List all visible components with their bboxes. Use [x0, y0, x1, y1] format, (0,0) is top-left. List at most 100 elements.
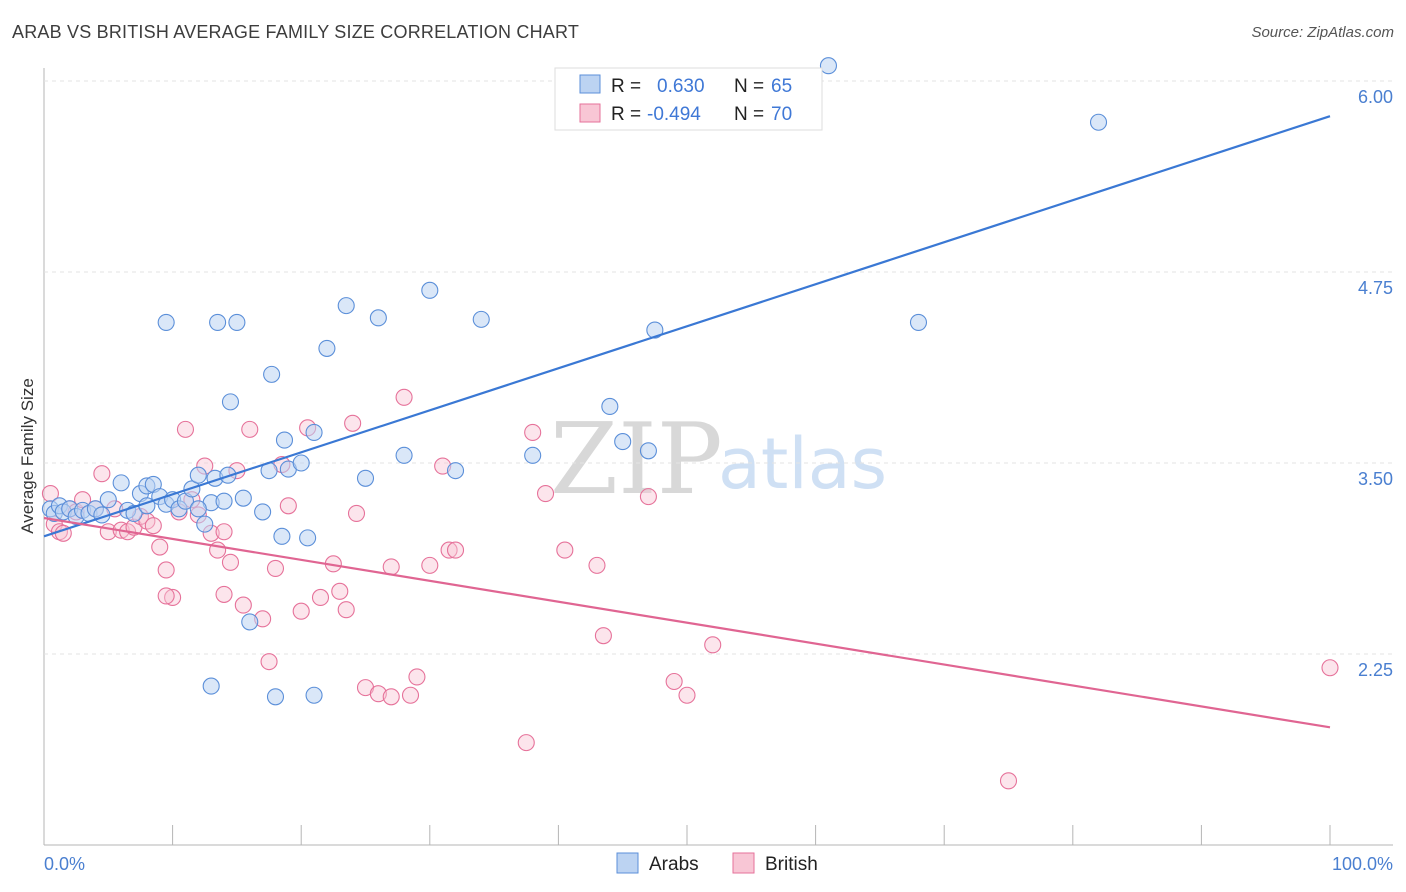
british-point — [536, 485, 555, 503]
arabs-point — [196, 515, 214, 533]
arabs-point — [421, 281, 439, 299]
arabs-point — [241, 613, 259, 631]
british-point — [517, 734, 535, 752]
british-point — [588, 556, 606, 574]
arabs-point — [446, 462, 465, 480]
arabs-point — [189, 466, 207, 484]
legend-r-label-arabs: R = — [611, 76, 641, 97]
arabs-point — [125, 504, 143, 522]
british-point — [311, 588, 330, 607]
arabs-point — [369, 309, 387, 327]
chart-title: ARAB VS BRITISH AVERAGE FAMILY SIZE CORR… — [12, 22, 580, 42]
british-point — [401, 686, 420, 704]
british-point — [337, 601, 355, 619]
british-point — [151, 538, 169, 556]
bottom-legend: Arabs British — [616, 852, 818, 875]
british-point — [164, 588, 182, 607]
arabs-point — [234, 489, 252, 507]
arabs-point — [215, 492, 233, 510]
arabs-point — [1089, 113, 1108, 131]
arabs-point — [646, 321, 664, 339]
british-point — [344, 414, 362, 432]
british-point — [421, 556, 439, 574]
british-point — [241, 420, 259, 438]
british-point — [639, 488, 657, 506]
legend-r-value-arabs: 0.630 — [657, 76, 705, 97]
british-point — [93, 465, 111, 483]
arabs-point — [305, 686, 323, 704]
arabs-point — [263, 365, 281, 383]
x-tick-label-max: 100.0% — [1332, 854, 1393, 874]
british-point — [260, 653, 278, 671]
arabs-point — [356, 469, 375, 487]
arabs-point — [639, 442, 657, 460]
arabs-point — [221, 393, 240, 411]
british-point — [446, 541, 465, 559]
british-point — [369, 685, 387, 703]
arabs-point — [273, 527, 291, 545]
british-point — [382, 688, 400, 706]
bottom-legend-label-arabs: Arabs — [649, 854, 699, 875]
legend-n-label-arabs: N = — [734, 76, 764, 97]
y-tick-label: 6.00 — [1358, 87, 1393, 107]
arabs-point — [524, 446, 542, 464]
y-tick-label: 3.50 — [1358, 469, 1393, 489]
british-point — [524, 423, 542, 441]
arabs-point — [209, 313, 227, 331]
arabs-point — [157, 313, 175, 331]
british-point — [215, 523, 233, 541]
british-point — [678, 686, 696, 704]
arabs-point — [472, 310, 490, 328]
arabs-point — [292, 454, 310, 472]
arabs-point — [228, 313, 246, 331]
british-point — [556, 541, 574, 559]
arabs-point — [305, 423, 323, 441]
arabs-point — [266, 688, 285, 706]
british-point — [157, 561, 175, 579]
british-point — [704, 636, 722, 654]
legend-swatch-arabs — [579, 74, 601, 94]
arabs-point — [99, 491, 117, 509]
british-point — [408, 668, 426, 686]
british-point — [1321, 659, 1339, 677]
y-tick-labels: 2.25 3.50 4.75 6.00 — [1358, 87, 1393, 680]
british-point — [331, 582, 349, 600]
british-point — [279, 497, 297, 515]
arabs-point — [275, 431, 294, 449]
legend-n-value-arabs: 65 — [771, 76, 792, 97]
x-ticks — [43, 825, 1331, 845]
british-point — [221, 553, 240, 571]
arabs-point — [614, 433, 632, 451]
legend-r-label-british: R = — [611, 104, 641, 125]
arabs-point — [189, 500, 207, 518]
legend-swatch-british — [579, 103, 601, 123]
british-point — [215, 585, 233, 603]
y-tick-label: 2.25 — [1358, 660, 1393, 680]
y-tick-label: 4.75 — [1358, 278, 1393, 298]
arabs-point — [337, 297, 355, 315]
arabs-point — [909, 313, 928, 331]
bottom-legend-label-british: British — [765, 854, 818, 875]
british-point — [157, 587, 175, 605]
british-point — [440, 541, 458, 559]
arabs-point — [254, 503, 272, 521]
bottom-legend-swatch-arabs — [616, 852, 639, 874]
british-point — [665, 672, 683, 691]
source-label: Source: ZipAtlas.com — [1251, 24, 1394, 41]
british-point — [144, 517, 162, 535]
arabs-point — [395, 446, 413, 464]
british-trend-line — [43, 516, 1331, 729]
british-point — [176, 420, 195, 438]
bottom-legend-swatch-british — [732, 852, 755, 874]
british-point — [395, 388, 413, 406]
british-point — [347, 504, 366, 522]
british-point — [999, 772, 1018, 790]
british-point — [234, 596, 252, 614]
legend-r-value-british: -0.494 — [647, 104, 701, 125]
arabs-point — [112, 474, 130, 492]
british-point — [292, 602, 310, 620]
arabs-trend-line — [43, 115, 1331, 538]
legend-n-label-british: N = — [734, 104, 764, 125]
british-point — [266, 559, 285, 577]
